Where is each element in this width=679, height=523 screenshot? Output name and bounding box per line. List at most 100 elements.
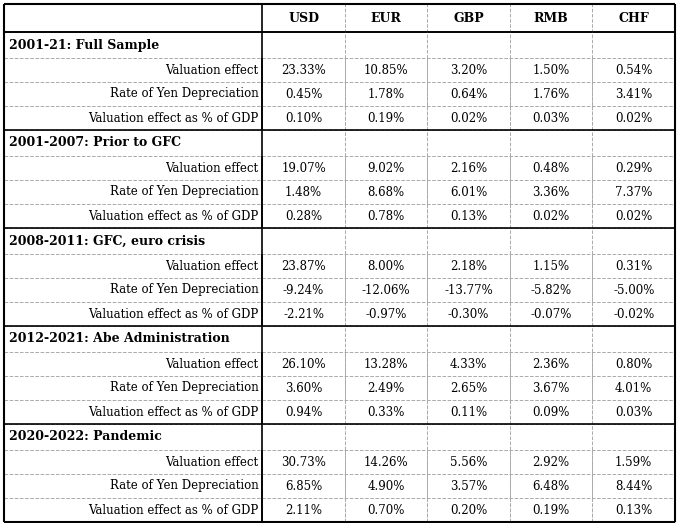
Text: 0.13%: 0.13% [615, 504, 653, 517]
Text: USD: USD [288, 12, 319, 25]
Text: 0.03%: 0.03% [615, 405, 653, 418]
Text: 2020-2022: Pandemic: 2020-2022: Pandemic [9, 430, 162, 444]
Text: 2.92%: 2.92% [532, 456, 570, 469]
Text: 6.48%: 6.48% [532, 480, 570, 493]
Text: CHF: CHF [619, 12, 649, 25]
Text: 0.02%: 0.02% [615, 210, 653, 222]
Text: 2.16%: 2.16% [450, 162, 488, 175]
Text: -0.97%: -0.97% [365, 308, 407, 321]
Text: Valuation effect as % of GDP: Valuation effect as % of GDP [88, 504, 258, 517]
Text: 4.33%: 4.33% [450, 358, 488, 370]
Text: 1.48%: 1.48% [285, 186, 322, 199]
Text: 8.00%: 8.00% [367, 259, 405, 272]
Text: 1.15%: 1.15% [532, 259, 570, 272]
Text: EUR: EUR [371, 12, 401, 25]
Text: 0.09%: 0.09% [532, 405, 570, 418]
Text: 23.33%: 23.33% [281, 63, 326, 76]
Text: Rate of Yen Depreciation: Rate of Yen Depreciation [109, 186, 258, 199]
Text: 2001-2007: Prior to GFC: 2001-2007: Prior to GFC [9, 137, 181, 150]
Text: 0.03%: 0.03% [532, 111, 570, 124]
Text: 0.28%: 0.28% [285, 210, 322, 222]
Text: 0.33%: 0.33% [367, 405, 405, 418]
Text: -2.21%: -2.21% [283, 308, 324, 321]
Text: 26.10%: 26.10% [281, 358, 326, 370]
Text: -9.24%: -9.24% [283, 283, 325, 297]
Text: 0.78%: 0.78% [367, 210, 405, 222]
Text: -5.82%: -5.82% [530, 283, 572, 297]
Text: Valuation effect as % of GDP: Valuation effect as % of GDP [88, 210, 258, 222]
Text: 19.07%: 19.07% [281, 162, 326, 175]
Text: 9.02%: 9.02% [367, 162, 405, 175]
Text: 0.02%: 0.02% [450, 111, 488, 124]
Text: 5.56%: 5.56% [450, 456, 488, 469]
Text: Rate of Yen Depreciation: Rate of Yen Depreciation [109, 283, 258, 297]
Text: -5.00%: -5.00% [613, 283, 655, 297]
Text: 13.28%: 13.28% [364, 358, 408, 370]
Text: 2.49%: 2.49% [367, 381, 405, 394]
Text: 0.54%: 0.54% [615, 63, 653, 76]
Text: 0.80%: 0.80% [615, 358, 653, 370]
Text: 6.85%: 6.85% [285, 480, 323, 493]
Text: 10.85%: 10.85% [364, 63, 409, 76]
Text: Valuation effect as % of GDP: Valuation effect as % of GDP [88, 111, 258, 124]
Text: GBP: GBP [454, 12, 484, 25]
Text: 4.90%: 4.90% [367, 480, 405, 493]
Text: 0.19%: 0.19% [367, 111, 405, 124]
Text: Valuation effect: Valuation effect [165, 63, 258, 76]
Text: 0.02%: 0.02% [532, 210, 570, 222]
Text: RMB: RMB [534, 12, 568, 25]
Text: Valuation effect: Valuation effect [165, 456, 258, 469]
Text: 0.29%: 0.29% [615, 162, 653, 175]
Text: 1.50%: 1.50% [532, 63, 570, 76]
Text: 0.10%: 0.10% [285, 111, 323, 124]
Text: 23.87%: 23.87% [281, 259, 326, 272]
Text: 3.60%: 3.60% [285, 381, 323, 394]
Text: 0.13%: 0.13% [450, 210, 488, 222]
Text: 2.18%: 2.18% [450, 259, 487, 272]
Text: 0.70%: 0.70% [367, 504, 405, 517]
Text: Rate of Yen Depreciation: Rate of Yen Depreciation [109, 480, 258, 493]
Text: 2001-21: Full Sample: 2001-21: Full Sample [9, 39, 160, 51]
Text: 30.73%: 30.73% [281, 456, 326, 469]
Text: -12.06%: -12.06% [362, 283, 410, 297]
Text: -13.77%: -13.77% [444, 283, 493, 297]
Text: 3.20%: 3.20% [450, 63, 488, 76]
Text: Valuation effect as % of GDP: Valuation effect as % of GDP [88, 308, 258, 321]
Text: 2008-2011: GFC, euro crisis: 2008-2011: GFC, euro crisis [9, 234, 205, 247]
Text: 2.65%: 2.65% [450, 381, 488, 394]
Text: Valuation effect as % of GDP: Valuation effect as % of GDP [88, 405, 258, 418]
Text: 14.26%: 14.26% [364, 456, 409, 469]
Text: 0.45%: 0.45% [285, 87, 323, 100]
Text: 4.01%: 4.01% [615, 381, 653, 394]
Text: 2.11%: 2.11% [285, 504, 322, 517]
Text: 0.19%: 0.19% [532, 504, 570, 517]
Text: 0.31%: 0.31% [615, 259, 653, 272]
Text: -0.30%: -0.30% [448, 308, 490, 321]
Text: 3.67%: 3.67% [532, 381, 570, 394]
Text: Rate of Yen Depreciation: Rate of Yen Depreciation [109, 87, 258, 100]
Text: 8.44%: 8.44% [615, 480, 653, 493]
Text: Valuation effect: Valuation effect [165, 358, 258, 370]
Text: Valuation effect: Valuation effect [165, 259, 258, 272]
Text: 0.64%: 0.64% [450, 87, 488, 100]
Text: 2.36%: 2.36% [532, 358, 570, 370]
Text: 2012-2021: Abe Administration: 2012-2021: Abe Administration [9, 333, 230, 346]
Text: 1.78%: 1.78% [367, 87, 405, 100]
Text: -0.07%: -0.07% [530, 308, 572, 321]
Text: 1.76%: 1.76% [532, 87, 570, 100]
Text: 7.37%: 7.37% [615, 186, 653, 199]
Text: -0.02%: -0.02% [613, 308, 655, 321]
Text: 0.48%: 0.48% [532, 162, 570, 175]
Text: 0.20%: 0.20% [450, 504, 488, 517]
Text: Valuation effect: Valuation effect [165, 162, 258, 175]
Text: 8.68%: 8.68% [367, 186, 405, 199]
Text: Rate of Yen Depreciation: Rate of Yen Depreciation [109, 381, 258, 394]
Text: 0.94%: 0.94% [285, 405, 323, 418]
Text: 0.02%: 0.02% [615, 111, 653, 124]
Text: 3.41%: 3.41% [615, 87, 653, 100]
Text: 6.01%: 6.01% [450, 186, 488, 199]
Text: 0.11%: 0.11% [450, 405, 488, 418]
Text: 1.59%: 1.59% [615, 456, 653, 469]
Text: 3.36%: 3.36% [532, 186, 570, 199]
Text: 3.57%: 3.57% [450, 480, 488, 493]
